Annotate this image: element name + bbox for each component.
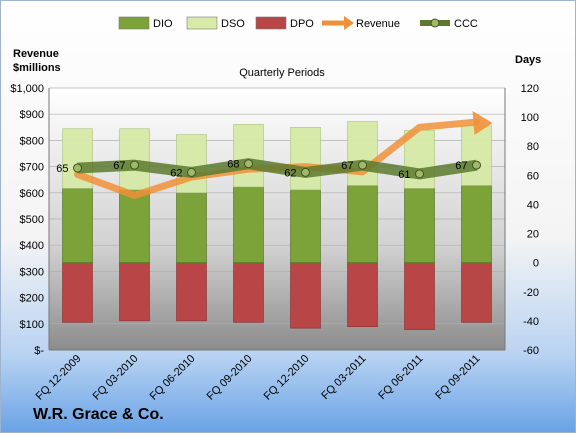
- bar-dio: [461, 185, 492, 263]
- bar-dpo: [119, 262, 150, 322]
- bar-dso: [290, 127, 321, 191]
- bar-dio: [404, 188, 435, 263]
- category-label: FQ 03-2010: [91, 353, 141, 403]
- legend-swatch-dso: [186, 16, 218, 30]
- right-tick-label: 20: [527, 229, 539, 241]
- bar-dpo: [233, 262, 264, 323]
- chart-title: Quarterly Periods: [239, 67, 325, 79]
- left-tick-label: $400: [20, 240, 44, 252]
- bar-dio: [176, 192, 207, 263]
- ccc-line: [77, 158, 478, 180]
- left-tick-label: $300: [20, 266, 44, 278]
- right-tick-label: 100: [521, 112, 539, 124]
- ccc-data-label: 68: [227, 159, 239, 171]
- right-tick-label: 0: [533, 258, 539, 270]
- legend-marker-ccc: [430, 18, 440, 28]
- category-label: FQ 06-2010: [148, 353, 198, 403]
- left-tick-label: $900: [20, 109, 44, 121]
- right-tick-label: -60: [523, 345, 539, 357]
- ccc-marker: [187, 167, 196, 177]
- bar-dpo: [290, 262, 321, 329]
- left-tick-label: $600: [20, 188, 44, 200]
- right-tick-label: 60: [527, 170, 539, 182]
- legend-label-dio: DIO: [153, 18, 173, 30]
- company-name: W.R. Grace & Co.: [33, 406, 164, 423]
- category-label: FQ 03-2011: [319, 353, 368, 402]
- ccc-marker: [130, 160, 139, 170]
- left-tick-label: $-: [34, 345, 44, 357]
- left-tick-label: $700: [20, 162, 44, 174]
- left-axis-title-line1: Revenue: [13, 48, 59, 60]
- right-tick-label: 120: [521, 83, 539, 95]
- legend-label-dpo: DPO: [290, 18, 314, 30]
- legend-label-ccc: CCC: [454, 18, 478, 30]
- category-label: FQ 09-2010: [205, 353, 255, 403]
- bar-dio: [62, 188, 93, 263]
- right-axis-title: Days: [515, 54, 541, 66]
- ccc-data-label: 61: [398, 169, 410, 181]
- ccc-data-label: 67: [341, 160, 353, 172]
- left-tick-label: $1,000: [10, 83, 44, 95]
- bar-dso: [347, 121, 378, 186]
- legend-swatch-dpo: [255, 16, 287, 30]
- left-tick-label: $800: [20, 135, 44, 147]
- ccc-marker: [301, 167, 310, 177]
- bar-dso: [233, 124, 264, 188]
- category-label: FQ 12-2010: [262, 353, 312, 403]
- ccc-data-label: 65: [56, 163, 68, 175]
- left-axis-title-line2: $millions: [13, 62, 61, 74]
- ccc-marker: [472, 160, 481, 170]
- right-tick-label: -20: [523, 287, 539, 299]
- bar-dio: [290, 189, 321, 263]
- bar-dso: [461, 125, 492, 186]
- legend-label-dso: DSO: [221, 18, 245, 30]
- category-label: FQ 09-2011: [433, 353, 482, 402]
- bar-dpo: [62, 262, 93, 323]
- ccc-marker: [415, 169, 424, 179]
- bar-dio: [347, 185, 378, 263]
- bar-dio: [233, 186, 264, 263]
- ccc-data-label: 62: [170, 167, 182, 179]
- ccc-marker: [73, 163, 82, 173]
- legend-swatch-dio: [118, 16, 150, 30]
- left-tick-label: $200: [20, 293, 44, 305]
- revenue-arrowhead: [472, 111, 493, 136]
- left-tick-label: $500: [20, 214, 44, 226]
- bar-dpo: [461, 262, 492, 323]
- legend-arrow-revenue: [344, 16, 354, 30]
- left-tick-label: $100: [20, 319, 44, 331]
- ccc-data-label: 67: [113, 160, 125, 172]
- ccc-marker: [244, 159, 253, 169]
- bar-dpo: [404, 262, 435, 330]
- right-tick-label: -40: [523, 316, 539, 328]
- bar-dpo: [347, 262, 378, 328]
- category-label: FQ 06-2011: [376, 353, 425, 402]
- legend-label-revenue: Revenue: [356, 18, 400, 30]
- bar-dso: [119, 128, 150, 191]
- category-label: FQ 12-2009: [34, 353, 84, 403]
- right-tick-label: 40: [527, 199, 539, 211]
- ccc-data-label: 67: [455, 160, 467, 172]
- legend: DIO DSO DPO Revenue CCC: [118, 16, 478, 30]
- ccc-data-label: 62: [284, 167, 296, 179]
- bar-dio: [119, 189, 150, 263]
- bar-dpo: [176, 262, 207, 322]
- right-tick-label: 80: [527, 141, 539, 153]
- bar-layer: [62, 121, 492, 330]
- ccc-marker: [358, 160, 367, 170]
- line-layer: 65 67 62 68 62 67 61 67: [56, 111, 493, 199]
